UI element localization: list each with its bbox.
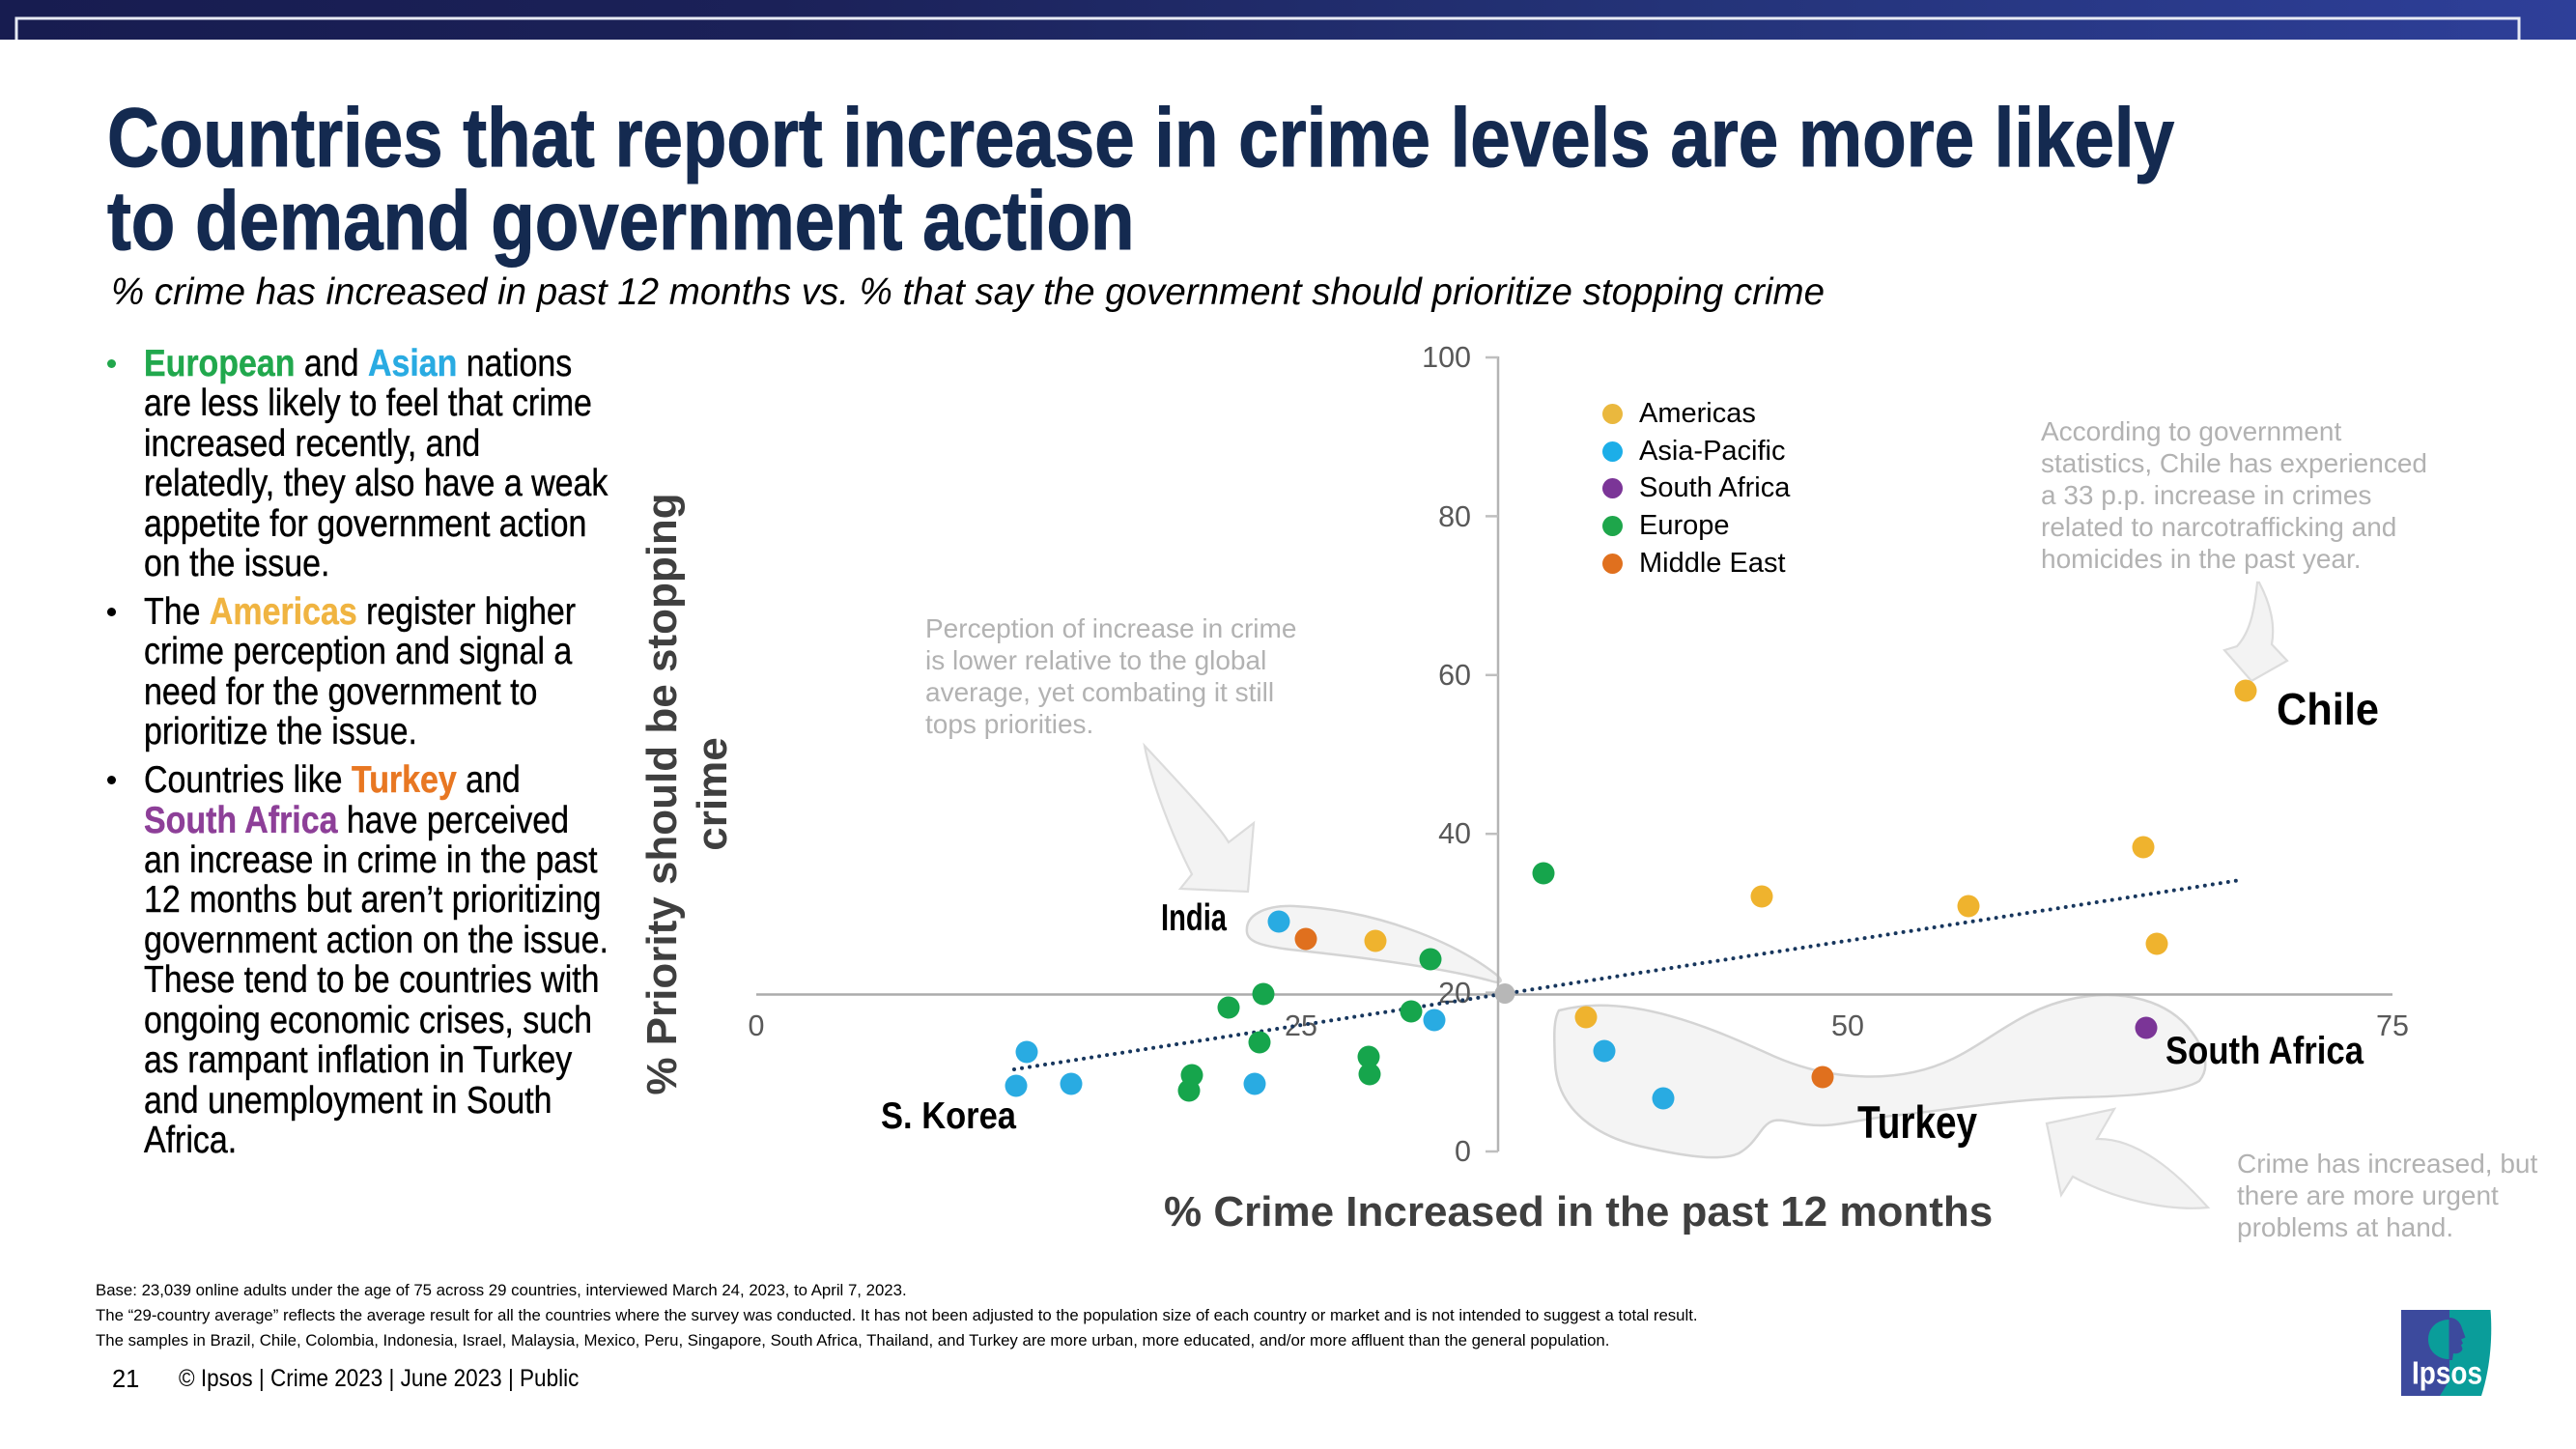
svg-text:50: 50 xyxy=(1831,1009,1864,1042)
svg-text:Ipsos: Ipsos xyxy=(2412,1355,2482,1391)
svg-text:40: 40 xyxy=(1438,817,1471,850)
svg-text:75: 75 xyxy=(2376,1009,2409,1042)
svg-text:20: 20 xyxy=(1438,977,1471,1009)
svg-text:South Africa: South Africa xyxy=(2166,1030,2364,1072)
svg-text:0: 0 xyxy=(749,1009,765,1042)
svg-text:60: 60 xyxy=(1438,659,1471,692)
svg-text:India: India xyxy=(1161,897,1227,939)
svg-text:80: 80 xyxy=(1438,500,1471,533)
svg-text:100: 100 xyxy=(1422,341,1471,374)
svg-text:% Priority should be stopping: % Priority should be stopping xyxy=(638,493,686,1094)
svg-text:crime: crime xyxy=(689,737,736,850)
svg-text:S. Korea: S. Korea xyxy=(881,1095,1016,1137)
svg-text:Chile: Chile xyxy=(2277,684,2379,734)
svg-text:0: 0 xyxy=(1455,1135,1471,1168)
svg-text:% Crime Increased in the past: % Crime Increased in the past 12 months xyxy=(1164,1188,1993,1236)
svg-text:Turkey: Turkey xyxy=(1857,1096,1977,1148)
